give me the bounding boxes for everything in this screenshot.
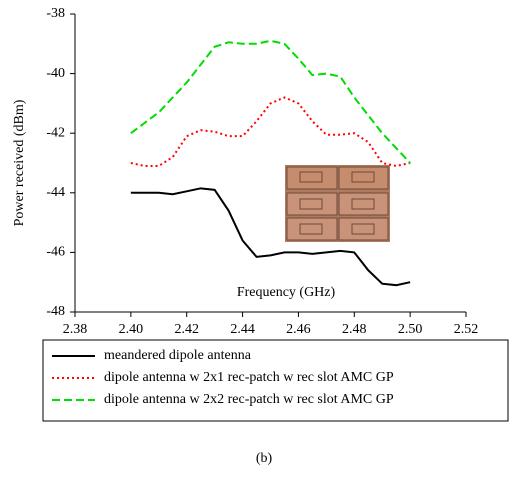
legend-box: [42, 339, 509, 422]
line-series: [130, 39, 411, 164]
x-tick-label: 2.44: [230, 322, 255, 337]
y-tick-label: -46: [46, 245, 65, 260]
x-tick-label: 2.50: [398, 322, 423, 337]
x-tick-label: 2.38: [63, 322, 88, 337]
y-tick-label: -38: [46, 6, 65, 21]
x-axis-label: Frequency (GHz): [237, 285, 336, 300]
x-tick-label: 2.52: [454, 322, 479, 337]
line-series: [130, 187, 411, 287]
y-axis-label: Power received (dBm): [12, 99, 27, 226]
y-tick-label: -48: [46, 304, 65, 319]
inset-photo: [285, 165, 390, 242]
legend-label: dipole antenna w 2x1 rec-patch w rec slo…: [104, 370, 394, 385]
x-tick-label: 2.42: [174, 322, 199, 337]
x-tick-label: 2.40: [119, 322, 144, 337]
legend-label: dipole antenna w 2x2 rec-patch w rec slo…: [104, 392, 394, 407]
y-tick-label: -44: [46, 185, 65, 200]
y-tick-label: -40: [46, 66, 65, 81]
x-tick-label: 2.46: [286, 322, 311, 337]
y-tick-label: -42: [46, 125, 65, 140]
legend-label: meandered dipole antenna: [104, 348, 252, 363]
line-series: [130, 96, 411, 168]
x-tick-label: 2.48: [342, 322, 367, 337]
caption: (b): [256, 451, 273, 466]
